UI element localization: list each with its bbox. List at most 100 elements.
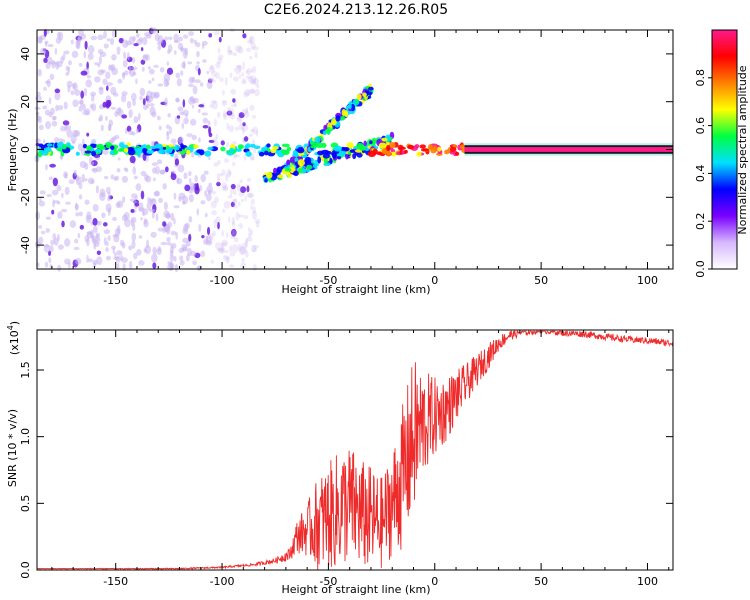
- snr-x-tick-label: 0: [431, 575, 438, 588]
- carrier-dot: [358, 145, 367, 151]
- noise-dot: [220, 242, 228, 246]
- noise-dot: [105, 255, 111, 261]
- noise-dot: [151, 77, 155, 82]
- noise-dot: [240, 199, 244, 203]
- noise-dot: [231, 229, 236, 237]
- carrier-dot: [43, 147, 52, 153]
- upper-branch-dot: [286, 159, 291, 166]
- noise-dot: [233, 76, 239, 82]
- noise-dot: [250, 75, 257, 84]
- noise-dot: [169, 249, 174, 257]
- noise-dot: [132, 166, 136, 175]
- noise-dot: [163, 201, 168, 211]
- noise-dot: [224, 76, 228, 86]
- carrier-dot: [94, 149, 102, 153]
- noise-dot: [56, 60, 63, 68]
- noise-dot: [47, 56, 53, 64]
- noise-dot: [80, 90, 85, 99]
- carrier-dot: [321, 142, 327, 148]
- noise-dot: [37, 68, 42, 77]
- noise-dot: [235, 211, 240, 221]
- noise-dot: [78, 194, 83, 200]
- noise-dot: [217, 221, 220, 230]
- noise-dot: [157, 83, 164, 87]
- noise-dot: [55, 104, 59, 112]
- noise-dot: [128, 130, 134, 136]
- spectrogram-y-tick-label: 40: [19, 47, 32, 61]
- noise-dot: [150, 231, 157, 238]
- noise-dot: [162, 183, 167, 190]
- noise-dot: [113, 234, 120, 243]
- noise-dot: [106, 38, 111, 42]
- lower-branch-dot: [264, 178, 268, 183]
- carrier-dot: [245, 151, 252, 157]
- noise-dot: [238, 123, 244, 131]
- lower-branch-dot: [275, 168, 281, 177]
- noise-dot: [235, 70, 240, 75]
- noise-dot: [225, 258, 230, 264]
- noise-dot: [240, 246, 247, 256]
- noise-dot: [136, 32, 140, 38]
- colorbar-tick-label: 0.2: [694, 212, 707, 230]
- noise-dot: [194, 175, 198, 183]
- noise-dot: [170, 242, 177, 249]
- noise-dot: [156, 247, 162, 256]
- noise-dot: [153, 92, 159, 98]
- noise-dot: [200, 174, 207, 183]
- noise-dot: [44, 109, 50, 116]
- noise-dot: [232, 221, 236, 227]
- noise-dot: [114, 175, 120, 181]
- noise-dot: [233, 67, 237, 72]
- noise-dot: [122, 263, 126, 271]
- colorbar-tick-label: 0.4: [694, 165, 707, 183]
- noise-dot: [49, 107, 55, 115]
- noise-dot: [57, 104, 64, 111]
- noise-dot: [65, 72, 69, 76]
- noise-dot: [122, 59, 128, 68]
- noise-dot: [39, 190, 46, 195]
- noise-dot: [221, 89, 225, 96]
- noise-dot: [201, 112, 208, 116]
- noise-dot: [162, 221, 167, 227]
- noise-dot: [121, 175, 129, 183]
- noise-dot: [133, 43, 139, 47]
- noise-dot: [231, 216, 235, 225]
- noise-dot: [35, 211, 41, 221]
- lower-branch-dot: [306, 164, 313, 170]
- carrier-core: [464, 147, 673, 152]
- noise-dot: [231, 244, 239, 254]
- noise-dot: [98, 220, 102, 226]
- noise-dot: [250, 204, 253, 211]
- noise-dot: [211, 190, 217, 195]
- noise-dot: [136, 248, 142, 256]
- noise-dot: [141, 67, 145, 72]
- noise-dot: [102, 101, 107, 108]
- carrier-dot: [281, 149, 290, 156]
- noise-dot: [221, 101, 228, 107]
- upper-branch-dot: [331, 118, 337, 126]
- upper-branch-dot: [355, 98, 359, 104]
- noise-dot: [236, 118, 241, 122]
- noise-dot: [231, 161, 236, 167]
- noise-dot: [83, 87, 88, 97]
- noise-dot: [105, 186, 111, 194]
- noise-dot: [75, 178, 81, 186]
- upper-branch-dot: [347, 110, 355, 115]
- noise-dot: [107, 123, 112, 132]
- carrier-dot: [388, 141, 396, 149]
- noise-dot: [229, 244, 233, 253]
- noise-dot: [45, 227, 51, 233]
- noise-dot: [215, 61, 221, 69]
- noise-dot: [226, 256, 230, 261]
- noise-dot: [218, 36, 222, 43]
- spectrogram-x-tick-label: -150: [103, 274, 128, 287]
- noise-dot: [243, 214, 249, 220]
- spectrogram-x-tick-label: 50: [534, 274, 548, 287]
- noise-dot: [35, 111, 40, 117]
- noise-dot: [222, 113, 228, 121]
- noise-dot: [78, 28, 84, 36]
- noise-dot: [234, 126, 239, 131]
- snr-x-tick-label: -100: [210, 575, 235, 588]
- noise-dot: [166, 241, 172, 246]
- noise-dot: [249, 36, 253, 45]
